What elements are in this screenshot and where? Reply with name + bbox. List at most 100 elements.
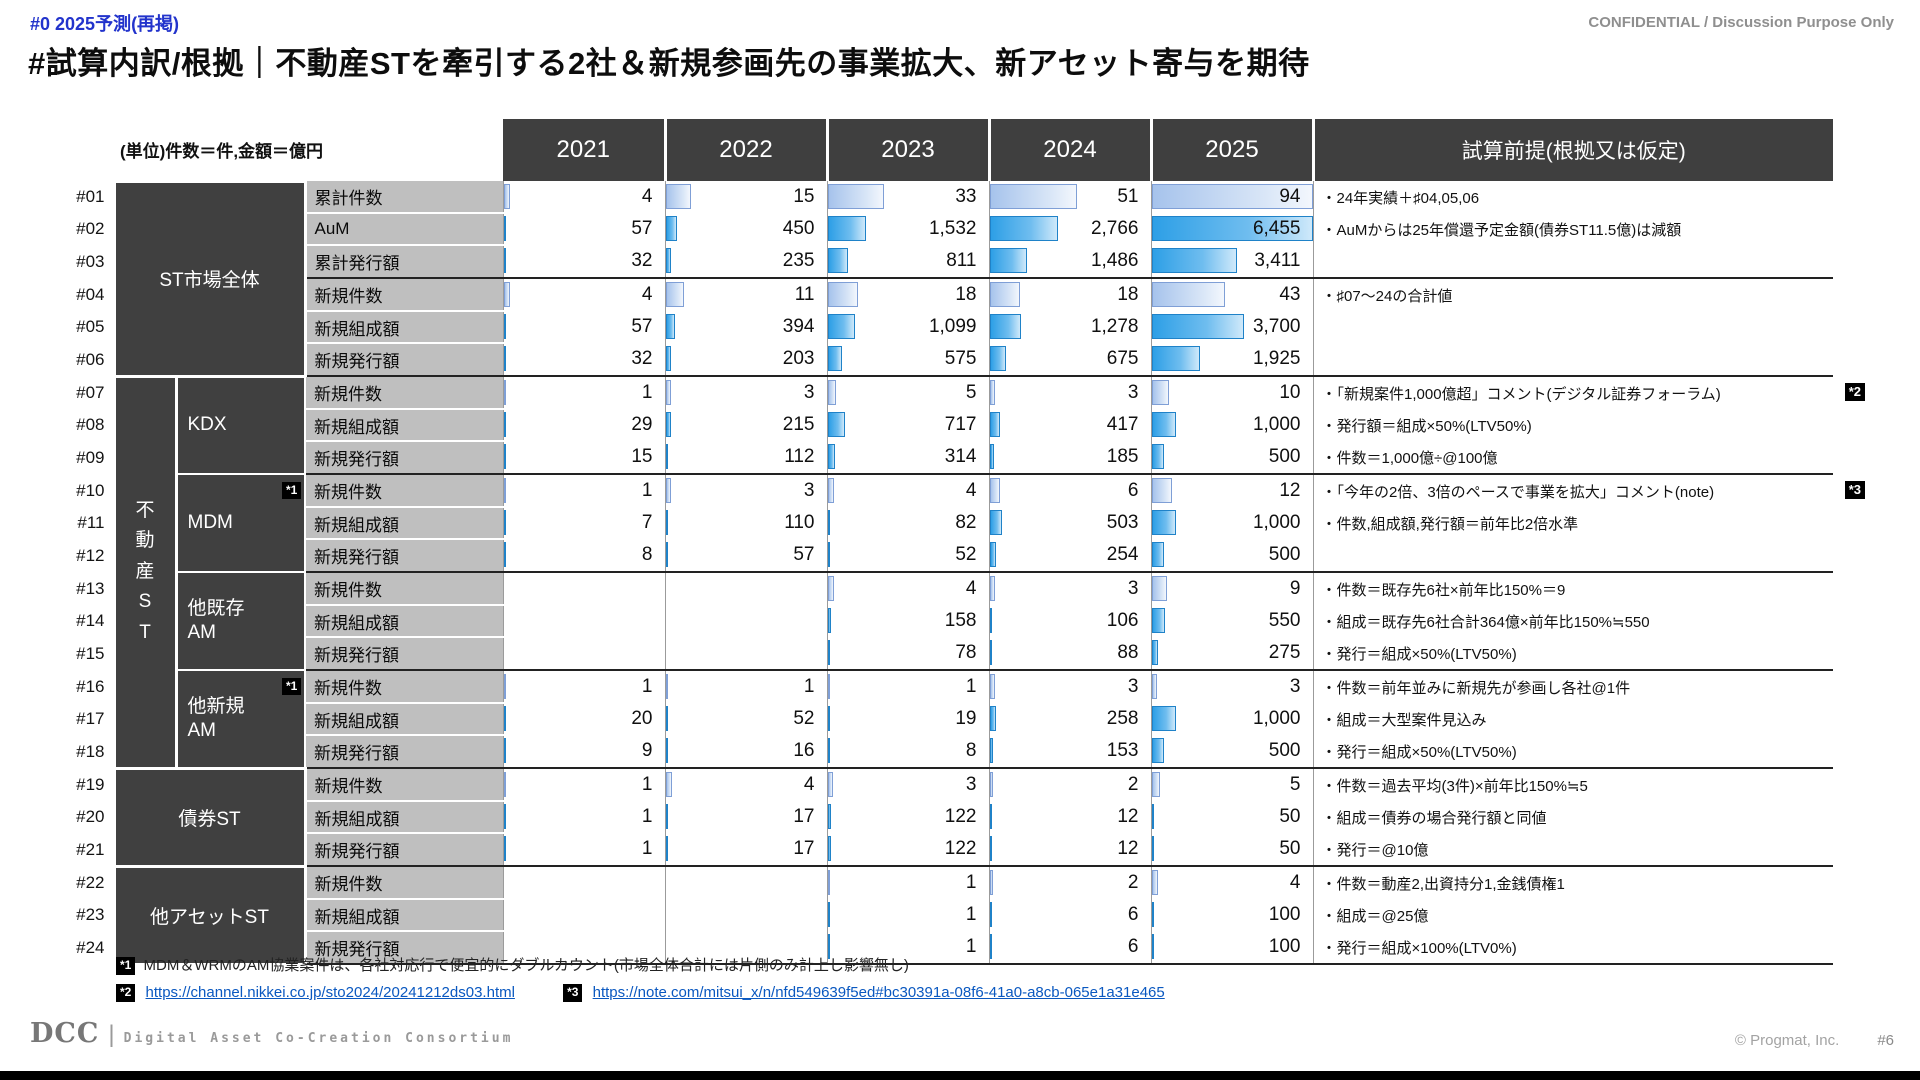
value-cell-2021: 1 <box>502 375 665 409</box>
row-number: #07 <box>76 382 105 402</box>
data-bar <box>1151 576 1167 601</box>
cell-value: 215 <box>782 414 815 435</box>
cell-value: 185 <box>1106 446 1139 467</box>
value-cell-2022: 57 <box>664 539 827 572</box>
table-row: #07 不動産 S T KDX 新規件数 1 3 5 3 10 ・「新規案件1,000億超」コメント(… <box>62 374 1865 770</box>
value-cell-2021: 57 <box>502 311 665 343</box>
data-bar <box>827 934 830 959</box>
value-cell-2022: 203 <box>664 343 827 376</box>
value-cell-2024: 153 <box>988 735 1151 768</box>
assumption-text: ・組成＝大型案件見込み <box>1321 711 1487 729</box>
data-bar <box>1151 902 1154 927</box>
metric-label: 累計件数 <box>314 189 383 208</box>
data-bar <box>665 542 668 567</box>
data-bar <box>1151 314 1244 339</box>
metric-cell: 新規発行額 <box>305 342 503 376</box>
table-row: #05 新規組成額 57 394 1,099 1,278 3,700 <box>62 310 1833 343</box>
copyright: © Progmat, Inc. <box>1734 1032 1840 1049</box>
cell-value: 4 <box>803 774 815 795</box>
value-cell-2021: 15 <box>502 441 665 474</box>
data-bar <box>989 184 1077 209</box>
value-cell-2025: 50 <box>1150 833 1313 866</box>
value-cell-2024: 88 <box>988 637 1151 670</box>
metric-label: 新規件数 <box>314 287 383 306</box>
row-number: #06 <box>76 349 105 369</box>
footnote-badge-1: *1 <box>116 957 136 975</box>
value-cell-2023: 1 <box>826 931 989 965</box>
value-cell-2021: 32 <box>502 245 665 278</box>
column-header-2023: 2023 <box>825 119 989 181</box>
data-bar <box>989 314 1022 339</box>
cell-value: 12 <box>1279 480 1301 501</box>
cell-value: 575 <box>944 348 977 369</box>
category-cell: ST市場全体 <box>112 179 307 378</box>
value-cell-2024: 12 <box>988 801 1151 833</box>
row-number: #08 <box>76 415 105 434</box>
value-cell-2023: 1 <box>826 669 989 703</box>
assumption-text: ・発行＝@10億 <box>1321 841 1429 859</box>
data-bar <box>665 804 668 829</box>
value-cell-2023: 717 <box>826 409 989 441</box>
row-number: #12 <box>76 545 105 565</box>
cell-value: 82 <box>955 512 977 533</box>
assumption-cell <box>1312 343 1833 376</box>
value-cell-2021: 4 <box>502 181 665 213</box>
data-bar <box>503 706 506 731</box>
row-number: #19 <box>76 774 105 794</box>
cell-value: 122 <box>944 838 977 859</box>
category-label-char: 動 <box>135 530 155 552</box>
row-number: #16 <box>76 676 105 696</box>
cell-value: 19 <box>955 708 977 729</box>
data-bar <box>989 282 1021 307</box>
assumption-cell: ・件数,組成額,発行額＝前年比2倍水準 <box>1312 507 1833 539</box>
data-bar <box>503 248 506 273</box>
value-cell-2023: 575 <box>826 343 989 376</box>
assumption-cell: ・組成＝債券の場合発行額と同値 <box>1312 801 1833 833</box>
data-bar <box>1151 608 1166 633</box>
cell-value: 16 <box>793 740 815 761</box>
data-bar <box>665 380 671 405</box>
data-bar <box>989 444 995 469</box>
value-cell-2024: 3 <box>988 375 1151 409</box>
value-cell-2024: 2,766 <box>988 213 1151 245</box>
data-bar <box>827 870 830 895</box>
footnote-ref-badge: *3 <box>1844 481 1865 500</box>
value-cell-2024: 675 <box>988 343 1151 376</box>
value-cell-2022: 16 <box>664 735 827 768</box>
data-bar <box>665 444 669 469</box>
cell-value: 203 <box>782 348 815 369</box>
cell-value: 550 <box>1268 610 1301 631</box>
cell-value: 11 <box>794 284 815 305</box>
data-bar <box>827 346 842 371</box>
row-number: #15 <box>76 643 105 663</box>
value-cell-2025: 5 <box>1150 767 1313 801</box>
cell-value: 1 <box>641 774 653 795</box>
value-cell-2024: 106 <box>988 605 1151 637</box>
value-cell-2022: 450 <box>664 213 827 245</box>
assumption-cell <box>1312 245 1833 278</box>
footnote-3-link[interactable]: https://note.com/mitsui_x/n/nfd549639f5e… <box>592 984 1165 1001</box>
value-cell-2021: 1 <box>502 767 665 801</box>
footnote-2-link[interactable]: https://channel.nikkei.co.jp/sto2024/202… <box>145 984 515 1001</box>
value-cell-2025: 500 <box>1150 441 1313 474</box>
data-bar <box>827 510 830 535</box>
assumption-text: ・件数＝動産2,出資持分1,金銭債権1 <box>1321 875 1565 893</box>
value-cell-2021: 4 <box>502 277 665 311</box>
data-bar <box>1151 282 1226 307</box>
metric-label: 新規発行額 <box>314 744 399 763</box>
value-cell-2022: 3 <box>664 473 827 507</box>
cell-value: 100 <box>1268 936 1301 957</box>
data-bar <box>989 576 995 601</box>
data-bar <box>827 542 830 567</box>
data-bar <box>503 282 511 307</box>
data-bar <box>827 314 855 339</box>
data-bar <box>989 836 992 861</box>
data-bar <box>1151 216 1313 241</box>
assumption-text: ・件数＝過去平均(3件)×前年比150%≒5 <box>1321 777 1588 795</box>
value-cell-2024: 12 <box>988 833 1151 866</box>
assumption-cell: ・件数＝既存先6社×前年比150%＝9 <box>1312 571 1833 605</box>
cell-value: 57 <box>631 316 653 337</box>
metric-cell: *1 新規件数 <box>282 669 503 703</box>
value-cell-2022: 110 <box>664 507 827 539</box>
value-cell-2022: 17 <box>664 801 827 833</box>
